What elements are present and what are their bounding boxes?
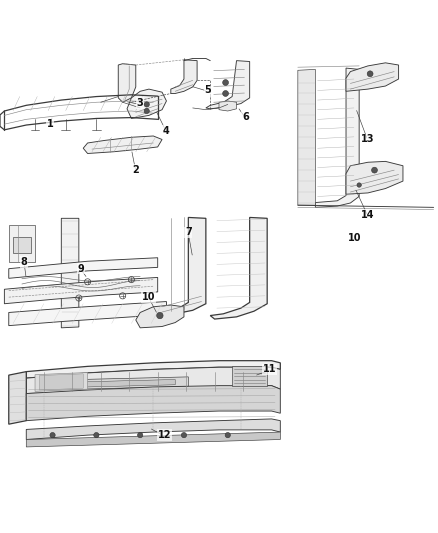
Polygon shape [4,278,158,304]
Polygon shape [9,225,35,262]
Polygon shape [44,377,188,390]
Polygon shape [9,258,158,278]
Polygon shape [83,136,162,154]
Polygon shape [315,68,359,207]
Text: 14: 14 [361,210,374,220]
Circle shape [367,71,373,77]
Circle shape [94,432,99,438]
Polygon shape [171,60,197,93]
Text: 6: 6 [242,112,249,122]
Circle shape [357,183,361,187]
Polygon shape [127,89,166,118]
Polygon shape [9,372,26,424]
Text: 1: 1 [47,119,54,129]
Polygon shape [26,386,280,421]
Polygon shape [26,361,280,378]
Polygon shape [13,237,31,253]
Text: 2: 2 [132,165,139,175]
Circle shape [144,108,149,114]
Text: 13: 13 [361,134,374,144]
Circle shape [371,167,378,173]
Text: 10: 10 [142,292,155,302]
Polygon shape [298,69,315,205]
Polygon shape [136,305,184,328]
Polygon shape [219,101,237,111]
Text: 9: 9 [78,264,85,273]
Circle shape [223,91,229,96]
Polygon shape [118,64,136,102]
Polygon shape [35,373,88,391]
Text: 10: 10 [348,233,361,243]
Text: 4: 4 [163,126,170,136]
Polygon shape [53,379,175,388]
Circle shape [157,312,163,319]
Circle shape [223,79,229,85]
Text: 5: 5 [205,85,212,95]
Polygon shape [39,374,83,390]
Circle shape [144,102,149,107]
Text: 3: 3 [137,98,144,108]
Polygon shape [9,302,166,326]
Text: 8: 8 [21,257,28,267]
Circle shape [225,432,230,438]
Circle shape [138,432,143,438]
Polygon shape [26,419,280,440]
Text: 12: 12 [158,430,171,440]
Text: 7: 7 [185,228,192,237]
Polygon shape [206,61,250,109]
Text: 11: 11 [263,365,276,374]
Polygon shape [210,217,267,319]
Polygon shape [346,63,399,91]
Polygon shape [26,367,280,393]
Polygon shape [61,219,79,328]
Polygon shape [153,217,206,314]
Polygon shape [26,432,280,447]
Polygon shape [232,366,267,386]
Circle shape [50,432,55,438]
Polygon shape [346,161,403,194]
Circle shape [181,432,187,438]
